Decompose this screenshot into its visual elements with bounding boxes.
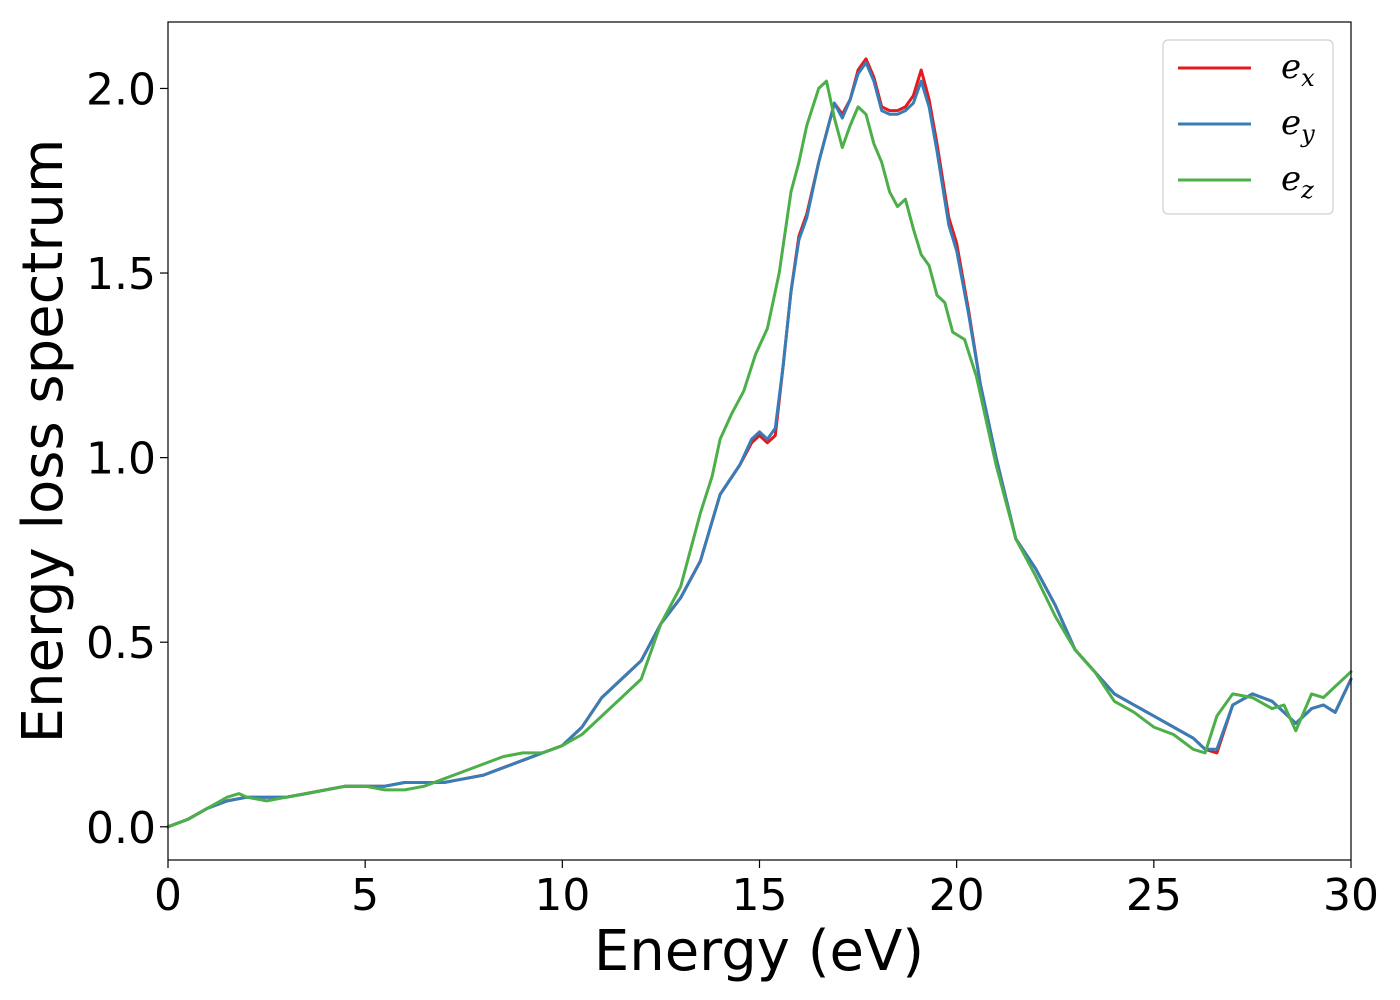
x-axis-label: Energy (eV) xyxy=(594,919,924,984)
y-tick-label: 0.5 xyxy=(86,618,156,669)
y-tick-label: 1.0 xyxy=(86,434,156,485)
y-axis-ticks: 0.0 0.5 1.0 1.5 2.0 xyxy=(86,64,168,854)
series-line-e_y xyxy=(166,61,1353,829)
y-tick-label: 0.0 xyxy=(86,803,156,854)
x-tick-label: 5 xyxy=(351,870,379,921)
series-layer xyxy=(166,57,1353,829)
series-line-e_z xyxy=(166,79,1353,829)
x-axis-ticks: 0 5 10 15 20 25 30 xyxy=(154,860,1379,921)
y-tick-label: 2.0 xyxy=(86,64,156,115)
y-axis-label: Energy loss spectrum xyxy=(11,139,76,744)
x-tick-label: 20 xyxy=(929,870,985,921)
x-tick-label: 30 xyxy=(1323,870,1379,921)
x-tick-label: 0 xyxy=(154,870,182,921)
y-tick-label: 1.5 xyxy=(86,249,156,300)
legend-label-e_x: ex xyxy=(1281,47,1315,92)
legend-frame xyxy=(1162,39,1334,215)
x-tick-label: 15 xyxy=(732,870,788,921)
x-tick-label: 25 xyxy=(1126,870,1182,921)
legend-label-e_y: ey xyxy=(1281,103,1315,148)
x-tick-label: 10 xyxy=(534,870,590,921)
